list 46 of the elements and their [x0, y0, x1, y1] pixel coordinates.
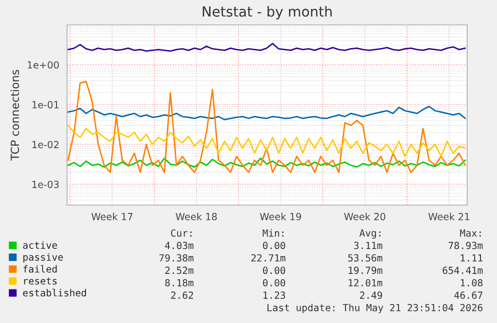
- text: 46.67: [454, 292, 482, 299]
- line-series: [67, 124, 466, 158]
- text: Last update: Thu May 21 23:51:04 2026: [268, 304, 482, 314]
- legend-label: failed: [23, 265, 57, 273]
- text: 2.49: [360, 292, 382, 299]
- text: 8.18m: [165, 279, 194, 286]
- text: 0.00: [262, 279, 286, 286]
- x-tick-label: Week 20: [344, 212, 386, 220]
- text: 19.79m: [348, 266, 382, 274]
- text: Min:: [262, 229, 284, 237]
- legend-label: resets: [24, 278, 57, 285]
- chart-title: Netstat - by month: [202, 6, 332, 20]
- y-tick-label: 1e+00: [28, 61, 59, 69]
- text: 2.52m: [165, 266, 194, 274]
- text: 22.71m: [251, 254, 286, 262]
- legend-label: established: [23, 288, 86, 296]
- text: 0.00: [262, 266, 286, 274]
- text: 3.11m: [354, 242, 382, 250]
- x-tick-label: Week 21: [428, 212, 470, 220]
- y-tick-label: 1e-02: [32, 140, 58, 148]
- line-series: [67, 42, 466, 52]
- text: 1.23: [264, 292, 286, 299]
- text: Cur:: [171, 229, 192, 237]
- text: 4.03m: [165, 242, 194, 250]
- text: Avg:: [359, 229, 380, 239]
- text: 12.01m: [348, 279, 382, 286]
- line-series: [67, 80, 466, 173]
- legend-label: active: [23, 241, 58, 249]
- text: Max:: [460, 229, 481, 237]
- x-tick-label: Week 19: [260, 212, 302, 220]
- text: 53.56m: [348, 254, 382, 262]
- text: 1.08: [460, 279, 482, 286]
- text: 79.38m: [159, 254, 194, 262]
- y-axis-title: TCP connections: [10, 70, 20, 161]
- x-tick-label: Week 18: [176, 212, 217, 220]
- text: 654.41m: [442, 266, 483, 274]
- text: 78.93m: [448, 242, 483, 250]
- text: 2.62: [171, 292, 194, 299]
- line-series: [67, 158, 466, 168]
- y-tick-label: 1e-01: [32, 101, 59, 108]
- y-tick-label: 1e-03: [32, 180, 59, 188]
- line-series: [67, 106, 466, 120]
- x-tick-label: Week 17: [91, 212, 132, 220]
- legend-label: passive: [23, 253, 63, 263]
- text: 1.11: [460, 254, 482, 262]
- text: 0.00: [262, 242, 286, 250]
